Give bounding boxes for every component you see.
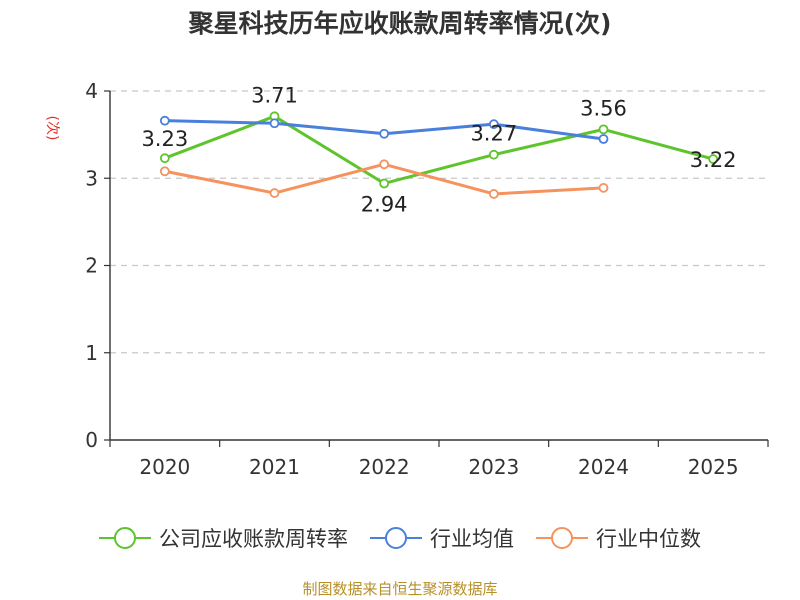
- data-point-series-1: [159, 153, 170, 164]
- data-point-series-1: [598, 124, 609, 135]
- data-point-series-1: [488, 149, 499, 160]
- chart-title: 聚星科技历年应收账款周转率情况(次): [188, 9, 612, 38]
- data-label: 2.94: [361, 192, 408, 216]
- data-point-series-3: [488, 189, 499, 199]
- data-point-series-1: [708, 154, 719, 164]
- x-tick-label: 2024: [578, 455, 629, 479]
- y-tick-label: 1: [85, 341, 98, 365]
- legend-item-1[interactable]: 公司应收账款周转率: [99, 523, 348, 553]
- y-tick-label: 3: [85, 166, 98, 190]
- source-note: 制图数据来自恒生聚源数据库: [302, 580, 498, 598]
- data-point-series-2: [488, 119, 499, 130]
- y-tick-label: 2: [85, 254, 98, 278]
- legend-item-3[interactable]: 行业中位数: [536, 523, 701, 553]
- data-point-series-2: [379, 128, 390, 139]
- y-tick-label: 4: [85, 79, 98, 103]
- data-point-series-2: [159, 115, 170, 126]
- data-point-series-3: [598, 182, 609, 193]
- x-tick-label: 2025: [688, 455, 739, 479]
- chart-legend: 公司应收账款周转率 行业均值 行业中位数: [0, 520, 800, 556]
- legend-swatch: [370, 526, 422, 550]
- legend-item-2[interactable]: 行业均值: [370, 523, 514, 553]
- data-point-series-3: [159, 166, 170, 177]
- data-point-series-2: [269, 118, 280, 129]
- legend-label: 行业均值: [430, 527, 514, 551]
- data-point-series-2: [598, 134, 609, 144]
- x-tick-label: 2023: [468, 455, 519, 479]
- x-tick-label: 2020: [139, 455, 190, 479]
- data-label: 3.71: [251, 83, 298, 107]
- x-tick-label: 2021: [249, 455, 300, 479]
- series-line-1: [164, 114, 714, 185]
- data-label: 3.56: [580, 96, 627, 120]
- data-label: 3.27: [470, 122, 517, 146]
- legend-label: 公司应收账款周转率: [159, 527, 348, 551]
- data-point-series-3: [269, 188, 280, 198]
- y-axis-label: (次): [44, 116, 60, 141]
- data-point-series-1: [379, 178, 390, 189]
- data-label: 3.23: [141, 127, 188, 151]
- data-point-series-3: [379, 159, 390, 170]
- data-label: 3.22: [690, 148, 737, 172]
- legend-swatch: [99, 526, 151, 550]
- x-tick-label: 2022: [359, 455, 410, 479]
- legend-label: 行业中位数: [596, 527, 701, 551]
- legend-swatch: [536, 526, 588, 550]
- y-tick-label: 0: [85, 428, 98, 452]
